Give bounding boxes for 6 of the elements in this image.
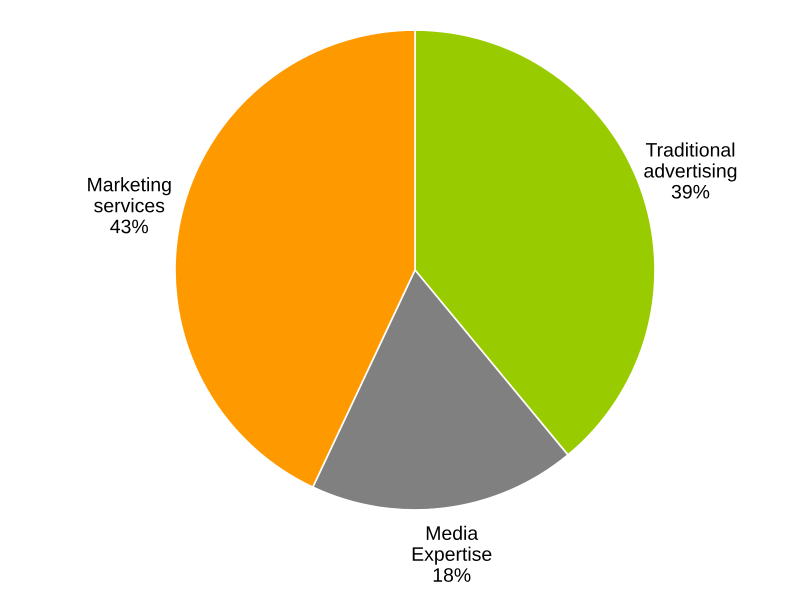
data-label: 39% xyxy=(672,184,710,199)
data-label: 43% xyxy=(110,220,148,234)
data-label: 18% xyxy=(434,568,470,582)
slice-label: Media Expertise xyxy=(412,526,492,565)
slice-label: Traditional advertising xyxy=(644,142,736,182)
slice-label: Marketing services xyxy=(88,177,171,212)
